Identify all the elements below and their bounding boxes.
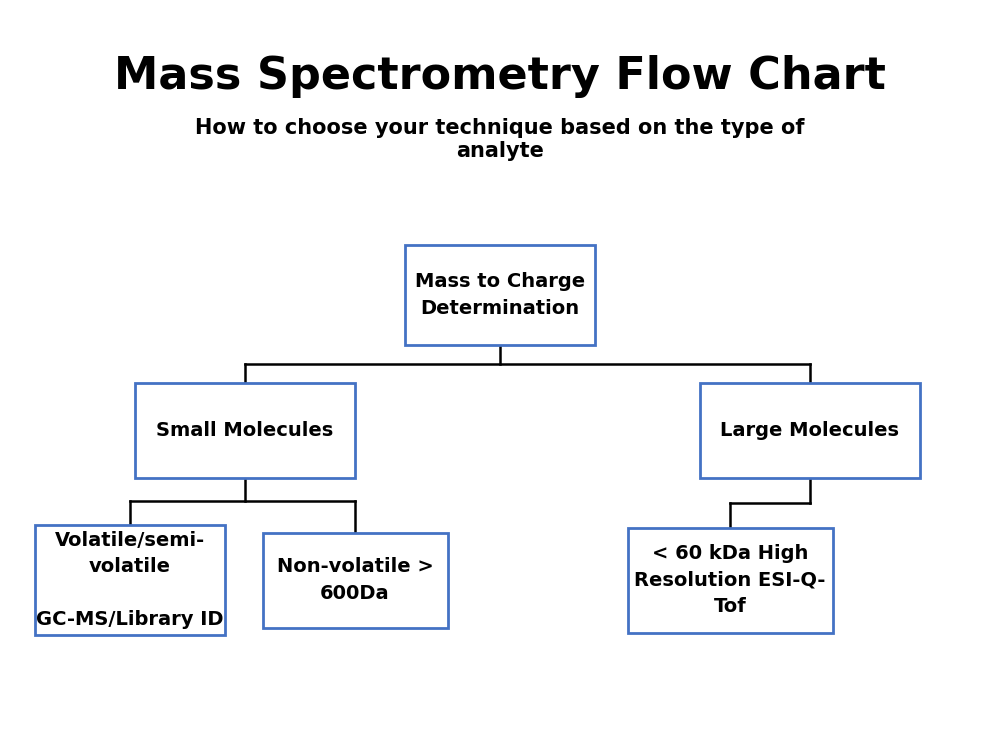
Text: How to choose your technique based on the type of
analyte: How to choose your technique based on th… [195, 118, 805, 161]
FancyBboxPatch shape [700, 382, 920, 478]
FancyBboxPatch shape [35, 525, 225, 635]
Text: Non-volatile >
600Da: Non-volatile > 600Da [277, 557, 433, 603]
Text: Large Molecules: Large Molecules [720, 421, 900, 440]
Text: Mass to Charge
Determination: Mass to Charge Determination [415, 272, 585, 318]
FancyBboxPatch shape [628, 527, 832, 632]
Text: Mass Spectrometry Flow Chart: Mass Spectrometry Flow Chart [114, 55, 886, 98]
Text: Volatile/semi-
volatile

GC-MS/Library ID: Volatile/semi- volatile GC-MS/Library ID [36, 531, 224, 629]
Text: Small Molecules: Small Molecules [156, 421, 334, 440]
Text: < 60 kDa High
Resolution ESI-Q-
Tof: < 60 kDa High Resolution ESI-Q- Tof [634, 544, 826, 616]
FancyBboxPatch shape [405, 245, 595, 345]
FancyBboxPatch shape [262, 532, 448, 628]
FancyBboxPatch shape [135, 382, 355, 478]
